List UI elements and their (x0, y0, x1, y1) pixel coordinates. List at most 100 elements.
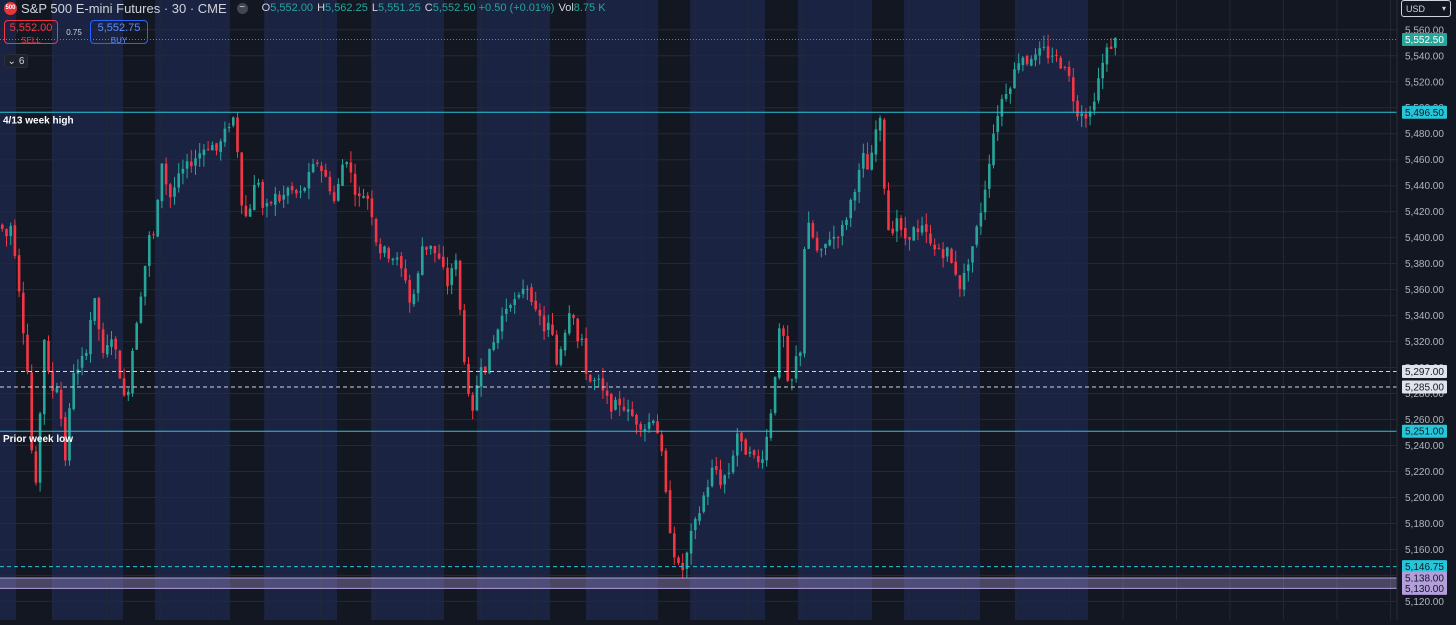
candle-body (1088, 111, 1092, 117)
candle-body (933, 244, 936, 250)
candle-body (286, 187, 290, 196)
candle-body (22, 292, 25, 334)
session-band (155, 0, 230, 620)
trade-panel: 5,552.00 SELL 0.75 5,552.75 BUY (4, 20, 148, 45)
candle-body (891, 228, 894, 234)
buy-button[interactable]: 5,552.75 BUY (90, 20, 148, 45)
candle-body (181, 168, 185, 174)
candle-body (47, 340, 50, 372)
sell-button[interactable]: 5,552.00 SELL (4, 20, 58, 45)
candle-body (857, 170, 861, 193)
price-tag (1402, 560, 1447, 574)
price-tag (1402, 424, 1447, 438)
candle-body (152, 234, 155, 236)
candle-body (488, 348, 491, 374)
price-tag-label: 5,251.00 (1405, 427, 1444, 438)
candle-body (1097, 78, 1100, 101)
candle-body (421, 246, 424, 275)
candle-body (551, 324, 554, 335)
y-tick-label: 5,380.00 (1405, 259, 1444, 270)
candle-body (618, 398, 621, 406)
candle-body (412, 294, 416, 305)
ohlc-value: 8.75 K (573, 2, 606, 14)
candle-body (1009, 88, 1012, 95)
candle-body (824, 243, 827, 249)
candle-body (379, 244, 382, 254)
candle-body (568, 313, 571, 334)
candle-body (563, 332, 567, 351)
candle-body (1080, 113, 1083, 117)
price-tag-label: 5,138.00 (1405, 574, 1444, 585)
candle-body (374, 218, 378, 243)
candle-body (261, 181, 264, 208)
symbol-title[interactable]: S&P 500 E-mini Futures · 30 · CME (21, 0, 227, 16)
candle-body (400, 256, 403, 269)
candle-body (169, 184, 172, 198)
symbol-logo-icon[interactable]: 500 (4, 1, 17, 15)
candle-body (5, 229, 8, 237)
candle-body (173, 187, 176, 197)
candle-body (765, 436, 768, 461)
candle-body (899, 218, 903, 230)
candle-body (114, 338, 117, 350)
candle-body (782, 328, 785, 336)
session-band (586, 0, 658, 620)
candle-body (337, 184, 340, 201)
candle-body (895, 218, 899, 232)
candle-body (1114, 37, 1117, 48)
y-tick-label: 5,360.00 (1405, 285, 1444, 296)
candle-body (761, 459, 764, 463)
y-tick-label: 5,120.00 (1405, 597, 1444, 608)
candle-body (198, 153, 201, 159)
candle-body (542, 315, 546, 332)
chevron-down-icon: ⌄ (7, 55, 16, 67)
candle-body (652, 420, 655, 424)
candle-body (328, 176, 332, 192)
candle-body (580, 338, 584, 340)
candle-body (694, 518, 697, 531)
candle-body (715, 466, 718, 470)
candle-body (303, 187, 306, 192)
ohlc-key: H (317, 2, 326, 14)
candle-body (496, 329, 500, 344)
price-axis-background[interactable] (1397, 0, 1456, 620)
y-tick-label: 5,540.00 (1405, 51, 1444, 62)
candle-body (841, 224, 844, 237)
candle-body (685, 552, 689, 569)
candle-body (265, 203, 269, 207)
candle-body (929, 233, 932, 244)
sell-price: 5,552.00 (9, 22, 53, 34)
candle-body (101, 329, 105, 353)
candle-body (1025, 55, 1029, 65)
candle-body (211, 145, 214, 151)
candle-body (206, 148, 210, 150)
candle-body (383, 246, 386, 254)
y-tick-label: 5,160.00 (1405, 545, 1444, 556)
y-tick-label: 5,460.00 (1405, 155, 1444, 166)
candle-body (576, 318, 579, 342)
candle-body (647, 422, 651, 429)
candle-body (631, 409, 634, 416)
candle-body (555, 334, 558, 365)
candle-body (769, 413, 773, 438)
indicators-toggle-button[interactable]: ⌄ 6 (4, 54, 28, 68)
candle-body (883, 119, 886, 189)
candle-body (828, 239, 831, 246)
candle-body (190, 161, 193, 167)
ohlc-value: 5,551.25 (377, 2, 421, 14)
ohlc-value: 5,552.50 +0.50 (+0.01%) (432, 2, 555, 14)
price-tag (1402, 581, 1447, 595)
collapse-icon[interactable]: − (236, 2, 248, 14)
y-tick-label: 5,220.00 (1405, 467, 1444, 478)
y-tick-label: 5,400.00 (1405, 233, 1444, 244)
price-tag-label: 5,130.00 (1405, 584, 1444, 595)
spread-value: 0.75 (66, 27, 82, 37)
candle-body (30, 372, 33, 451)
currency-selector[interactable]: USD ▾ (1401, 0, 1451, 17)
candle-body (1105, 47, 1109, 65)
candle-body (992, 133, 995, 166)
candle-body (269, 201, 273, 204)
y-tick-label: 5,560.00 (1405, 25, 1444, 36)
